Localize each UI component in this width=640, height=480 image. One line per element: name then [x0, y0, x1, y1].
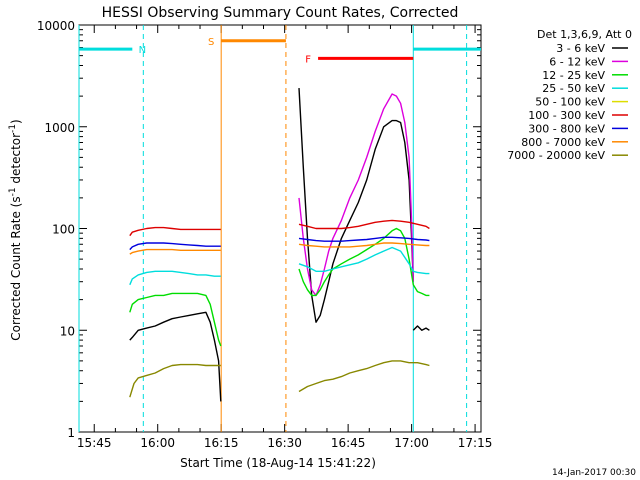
x-tick-label: 16:00: [140, 436, 175, 450]
time-markers: [78, 25, 468, 432]
series-line: [129, 292, 222, 347]
y-tick-label: 1000: [44, 121, 75, 135]
series-lines: [129, 88, 430, 402]
legend-entry-label: 6 - 12 keV: [549, 55, 605, 68]
x-tick-label: 15:45: [77, 436, 112, 450]
series-line: [412, 325, 430, 331]
y-tick-label: 10: [60, 324, 75, 338]
series-line: [129, 242, 221, 251]
x-tick-label: 17:15: [458, 436, 493, 450]
series-line: [129, 248, 221, 255]
axis-ticks: [79, 24, 481, 433]
series-line: [298, 242, 430, 248]
y-tick-label: 10000: [37, 19, 75, 33]
y-axis-label-end: ): [9, 119, 23, 124]
flag-bars: N S F: [79, 37, 481, 65]
y-axis-label-sup1: -1: [8, 187, 18, 196]
series-line: [298, 219, 430, 230]
chart-title: HESSI Observing Summary Count Rates, Cor…: [102, 5, 459, 21]
series-line: [129, 311, 222, 402]
flag-label-n: N: [139, 45, 146, 56]
series-line: [129, 363, 221, 398]
x-axis-label: Start Time (18-Aug-14 15:41:22): [180, 456, 376, 470]
x-tick-label: 16:30: [267, 436, 302, 450]
y-tick-label: 1: [67, 426, 75, 440]
x-tick-label: 17:00: [394, 436, 429, 450]
y-axis-label-sup2: -1: [8, 124, 18, 133]
legend-entry-label: 7000 - 20000 keV: [507, 149, 605, 162]
y-axis-label-mid: detector: [9, 133, 23, 188]
series-line: [298, 246, 430, 275]
x-tick-labels: 15:45 16:00 16:15 16:30 16:45 17:00 17:15: [77, 436, 492, 450]
series-line: [298, 88, 414, 323]
series-line: [298, 93, 414, 297]
legend-entry-label: 300 - 800 keV: [528, 122, 605, 135]
series-line: [298, 227, 430, 297]
legend-entry-label: 800 - 7000 keV: [521, 136, 605, 149]
flag-label-f: F: [305, 54, 311, 65]
y-tick-label: 100: [52, 223, 75, 237]
footer-date: 14-Jan-2017 00:30: [552, 468, 636, 478]
y-tick-labels: 1 10 100 1000 10000: [37, 19, 75, 440]
legend-entry-label: 100 - 300 keV: [528, 109, 605, 122]
series-line: [298, 236, 430, 242]
legend-entry-label: 25 - 50 keV: [542, 82, 605, 95]
x-tick-label: 16:15: [204, 436, 239, 450]
legend-entry-label: 12 - 25 keV: [542, 69, 605, 82]
series-line: [298, 360, 430, 393]
series-line: [129, 270, 221, 286]
flag-label-s: S: [208, 37, 214, 48]
series-line: [129, 226, 221, 237]
legend-entry-label: 3 - 6 keV: [556, 42, 605, 55]
plot-border: [78, 24, 482, 433]
y-axis-label: Corrected Count Rate (s-1 detector-1): [8, 119, 23, 340]
x-tick-label: 16:45: [331, 436, 366, 450]
plot-frame: [78, 24, 482, 433]
legend-entry-label: 50 - 100 keV: [535, 96, 605, 109]
legend-header: Det 1,3,6,9, Att 0: [537, 28, 632, 41]
y-axis-label-main: Corrected Count Rate (s: [9, 196, 23, 340]
